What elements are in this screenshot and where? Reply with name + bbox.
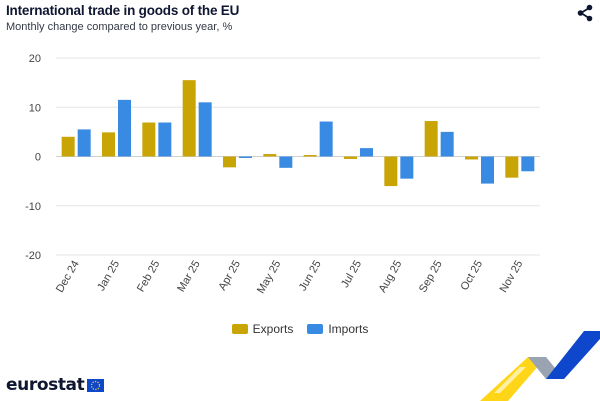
bar-exports[interactable]	[465, 156, 478, 160]
bar-exports[interactable]	[61, 136, 75, 157]
chart-subtitle: Monthly change compared to previous year…	[6, 21, 233, 33]
bar-exports[interactable]	[142, 122, 156, 157]
bar-exports[interactable]	[182, 80, 196, 157]
bar-imports[interactable]	[198, 102, 212, 157]
bar-exports[interactable]	[424, 121, 438, 157]
share-icon[interactable]	[576, 4, 594, 22]
bar-imports[interactable]	[440, 131, 454, 157]
bar-imports[interactable]	[239, 156, 252, 158]
bar-exports[interactable]	[505, 156, 519, 178]
y-tick-label: 0	[35, 152, 41, 164]
bar-exports[interactable]	[102, 132, 115, 157]
bar-imports[interactable]	[521, 156, 535, 172]
bar-exports[interactable]	[384, 156, 398, 187]
eurostat-logo[interactable]: eurostat	[6, 375, 105, 395]
y-tick-label: 10	[29, 102, 41, 114]
y-tick-label: 20	[29, 53, 41, 65]
legend-swatch-exports	[231, 324, 248, 334]
bar-imports[interactable]	[481, 156, 494, 184]
bar-imports[interactable]	[118, 99, 131, 157]
eu-flag-icon	[87, 378, 105, 392]
legend-label-imports: Imports	[328, 322, 369, 336]
bar-imports[interactable]	[400, 156, 414, 179]
x-tick-label: Jun 25	[297, 259, 324, 294]
y-tick-label: -10	[25, 201, 41, 213]
legend-item-exports[interactable]: Exports	[231, 322, 294, 336]
legend-swatch-imports	[307, 324, 324, 334]
bar-imports[interactable]	[158, 122, 172, 157]
legend-item-imports[interactable]: Imports	[307, 322, 368, 336]
logo-text: eurostat	[6, 375, 85, 395]
bar-imports[interactable]	[77, 129, 91, 157]
x-tick-label: Feb 25	[135, 259, 163, 295]
x-tick-label: Jan 25	[95, 259, 122, 294]
x-tick-label: Aug 25	[377, 259, 405, 295]
y-tick-label: -20	[25, 250, 41, 262]
x-tick-label: Nov 25	[498, 259, 526, 295]
x-tick-label: May 25	[255, 259, 283, 296]
bar-exports[interactable]	[263, 154, 277, 157]
decorative-ribbon-icon	[480, 331, 600, 401]
bar-chart: 20 10 0 -10 -20 Dec 24 Jan 25 Feb 25 Mar 25 Apr 2…	[25, 53, 540, 296]
chart-title: International trade in goods of the EU	[6, 3, 240, 18]
chart-legend: Exports Imports	[0, 322, 600, 336]
bar-imports[interactable]	[319, 121, 333, 157]
x-tick-label: Mar 25	[175, 259, 203, 295]
x-tick-label: Apr 25	[216, 259, 243, 293]
bar-exports[interactable]	[223, 156, 236, 168]
legend-label-exports: Exports	[252, 322, 294, 336]
x-tick-label: Oct 25	[459, 259, 486, 293]
x-tick-label: Jul 25	[339, 259, 364, 290]
x-tick-label: Sep 25	[417, 259, 445, 295]
x-tick-label: Dec 24	[54, 259, 82, 295]
bar-exports[interactable]	[303, 155, 317, 157]
bar-exports[interactable]	[344, 156, 357, 159]
bar-imports[interactable]	[279, 156, 293, 168]
bar-imports[interactable]	[360, 148, 373, 157]
